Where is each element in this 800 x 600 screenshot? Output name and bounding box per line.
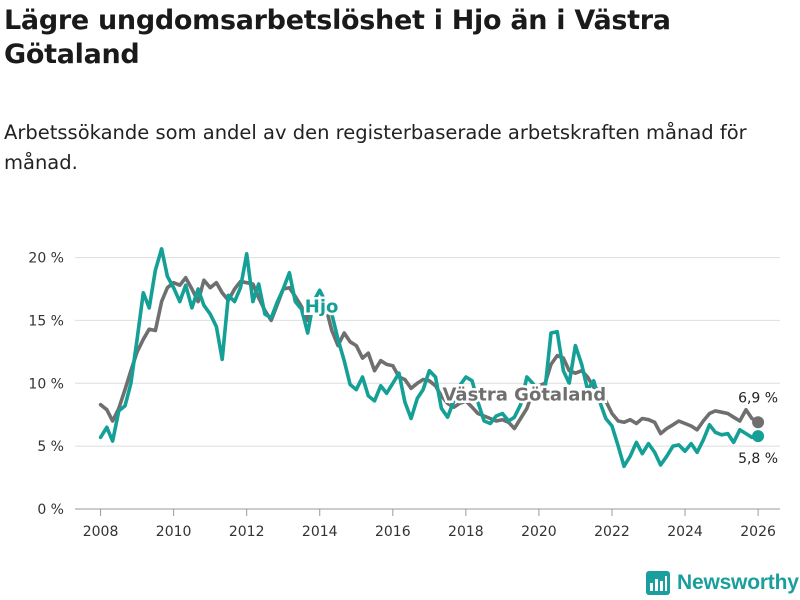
x-tick-label: 2020 [521, 524, 557, 540]
end-value-label: 5,8 % [738, 451, 778, 467]
chart-subtitle: Arbetssökande som andel av den registerb… [4, 121, 747, 174]
x-tick-label: 2012 [229, 524, 265, 540]
axes: 0 % 5 % 10 % 15 % 20 % 2008 2010 2012 2014 2016 20… [28, 251, 776, 540]
bar-chart-logo-icon [646, 571, 670, 595]
x-tick-label: 2018 [448, 524, 484, 540]
series-end-point [752, 430, 765, 443]
x-tick-label: 2022 [594, 524, 630, 540]
hjo-annotation: Hjo [305, 296, 339, 317]
brand-logo[interactable]: Newsworthy [645, 568, 799, 598]
y-tick-label: 20 % [28, 251, 64, 267]
grid-lines [75, 257, 780, 510]
chart-labels: 6,9 % 5,8 % Hjo Västra Götaland [302, 294, 778, 467]
y-tick-label: 5 % [37, 439, 64, 455]
x-tick-label: 2008 [83, 524, 119, 540]
vastra-gotaland-line [98, 275, 760, 436]
end-value-label: 6,9 % [738, 390, 778, 406]
chart-title: Lägre ungdomsarbetslöshet i Hjo än i Väs… [4, 5, 671, 70]
vastra-gotaland-annotation: Västra Götaland [442, 384, 606, 405]
series-end-point [752, 416, 765, 429]
x-tick-label: 2026 [740, 524, 776, 540]
x-tick-label: 2016 [375, 524, 411, 540]
x-tick-label: 2010 [156, 524, 192, 540]
y-tick-label: 15 % [28, 313, 64, 329]
brand-name: Newsworthy [677, 571, 799, 594]
x-tick-label: 2024 [667, 524, 703, 540]
x-tick-label: 2014 [302, 524, 338, 540]
hjo-line [98, 247, 760, 469]
series-lines [98, 247, 765, 469]
y-tick-label: 10 % [28, 376, 64, 392]
y-tick-label: 0 % [37, 502, 64, 518]
